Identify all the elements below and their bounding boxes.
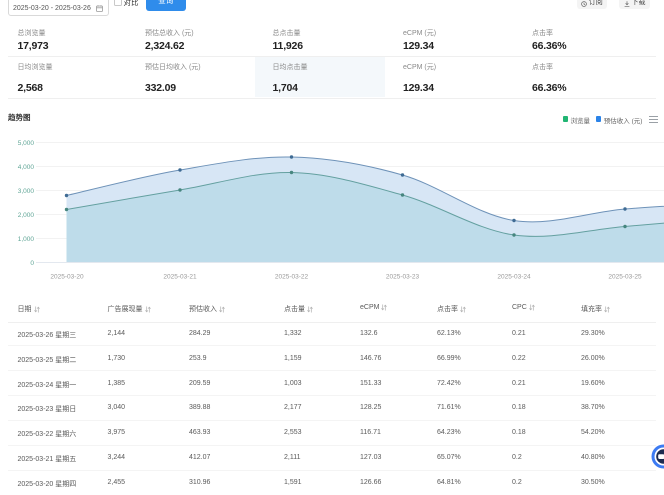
svg-text:2025-03-24: 2025-03-24	[497, 274, 531, 281]
svg-text:2025-03-23: 2025-03-23	[386, 274, 420, 281]
svg-text:4,000: 4,000	[18, 164, 35, 171]
svg-text:2025-03-20: 2025-03-20	[50, 274, 84, 281]
svg-text:2025-03-25: 2025-03-25	[608, 274, 642, 281]
svg-text:1,000: 1,000	[18, 236, 35, 243]
svg-text:2025-03-22: 2025-03-22	[275, 274, 309, 281]
svg-text:5,000: 5,000	[18, 140, 35, 147]
svg-text:2,000: 2,000	[18, 212, 35, 219]
svg-text:3,000: 3,000	[18, 188, 35, 195]
svg-text:2025-03-21: 2025-03-21	[163, 274, 197, 281]
svg-text:0: 0	[30, 260, 34, 267]
